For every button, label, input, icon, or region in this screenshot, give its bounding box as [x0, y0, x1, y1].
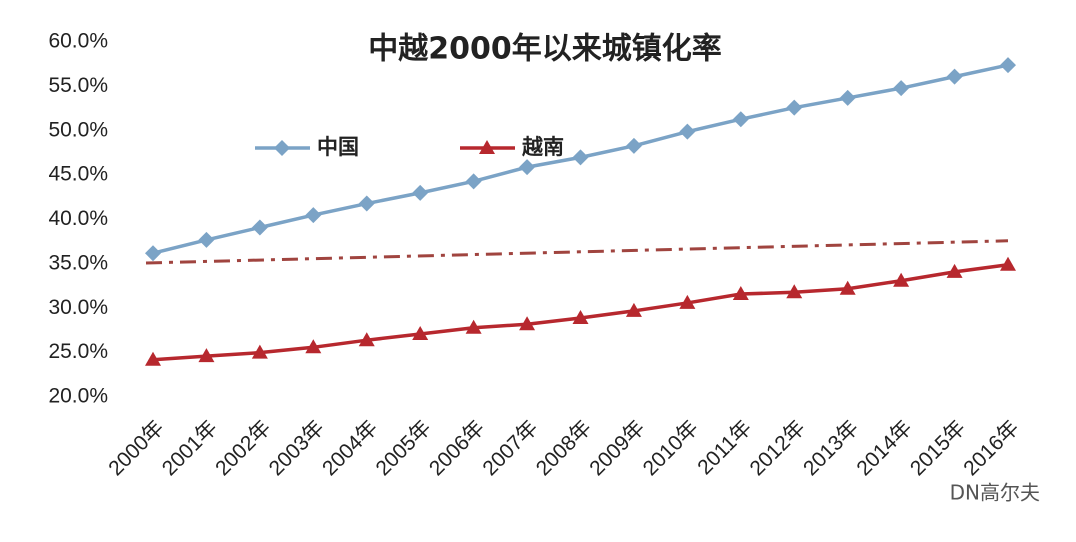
data-point [305, 339, 322, 354]
data-point [465, 319, 482, 334]
data-point [412, 325, 429, 340]
y-tick-label: 20.0% [48, 385, 108, 408]
legend-label: 中国 [317, 135, 359, 159]
data-point [145, 351, 161, 366]
data-point [572, 149, 589, 166]
x-tick-label: 2011年 [693, 416, 756, 479]
y-tick-label: 60.0% [48, 30, 108, 53]
data-point [251, 344, 268, 359]
data-point [572, 310, 589, 325]
y-tick-label: 45.0% [48, 163, 108, 186]
data-point [732, 111, 749, 128]
x-tick-label: 2004年 [318, 416, 382, 480]
data-point [412, 184, 429, 201]
data-point [946, 263, 963, 278]
data-point [893, 80, 910, 97]
data-point [465, 173, 482, 190]
data-point [625, 137, 642, 154]
y-tick-label: 25.0% [48, 340, 108, 363]
x-tick-label: 2007年 [478, 416, 542, 480]
data-point [839, 280, 856, 295]
y-tick-label: 35.0% [48, 251, 108, 274]
data-point [839, 89, 856, 106]
x-tick-label: 2002年 [211, 416, 275, 480]
x-tick-label: 2009年 [585, 416, 649, 480]
data-point [198, 231, 215, 248]
legend-label: 越南 [521, 135, 564, 159]
x-tick-label: 2014年 [852, 416, 916, 480]
data-point [946, 68, 963, 85]
y-tick-label: 55.0% [48, 74, 108, 97]
x-tick-label: 2013年 [799, 416, 863, 480]
data-point [519, 316, 536, 331]
x-tick-label: 2015年 [906, 416, 970, 480]
data-point [1000, 57, 1016, 74]
data-point [519, 159, 536, 176]
legend-marker [479, 140, 495, 154]
legend-marker [274, 140, 290, 156]
data-point [786, 99, 803, 116]
data-point [305, 207, 322, 224]
data-point [732, 286, 749, 301]
trendline [145, 239, 1009, 265]
chart-title: 中越2000年以来城镇化率 [368, 32, 722, 67]
data-point [145, 245, 161, 262]
y-tick-label: 50.0% [48, 118, 108, 141]
x-tick-label: 2001年 [158, 416, 222, 480]
data-point [786, 284, 803, 299]
y-tick-label: 40.0% [48, 207, 108, 230]
x-tick-label: 2003年 [265, 416, 329, 480]
data-point [198, 348, 215, 363]
data-point [893, 272, 910, 287]
data-point [1000, 256, 1016, 271]
data-point [679, 123, 696, 140]
data-point [679, 294, 696, 309]
data-point [251, 219, 268, 236]
y-tick-label: 30.0% [48, 296, 108, 319]
x-tick-label: 2006年 [425, 416, 489, 480]
x-tick-label: 2010年 [639, 416, 703, 480]
data-point [358, 195, 375, 212]
x-tick-label: 2008年 [532, 416, 596, 480]
watermark: DN高尔夫 [950, 481, 1040, 505]
x-tick-label: 2000年 [104, 416, 168, 480]
x-tick-label: 2012年 [746, 416, 810, 480]
data-point [625, 302, 642, 317]
data-point [358, 332, 375, 347]
x-tick-label: 2005年 [371, 416, 435, 480]
x-tick-label: 2016年 [959, 416, 1023, 480]
